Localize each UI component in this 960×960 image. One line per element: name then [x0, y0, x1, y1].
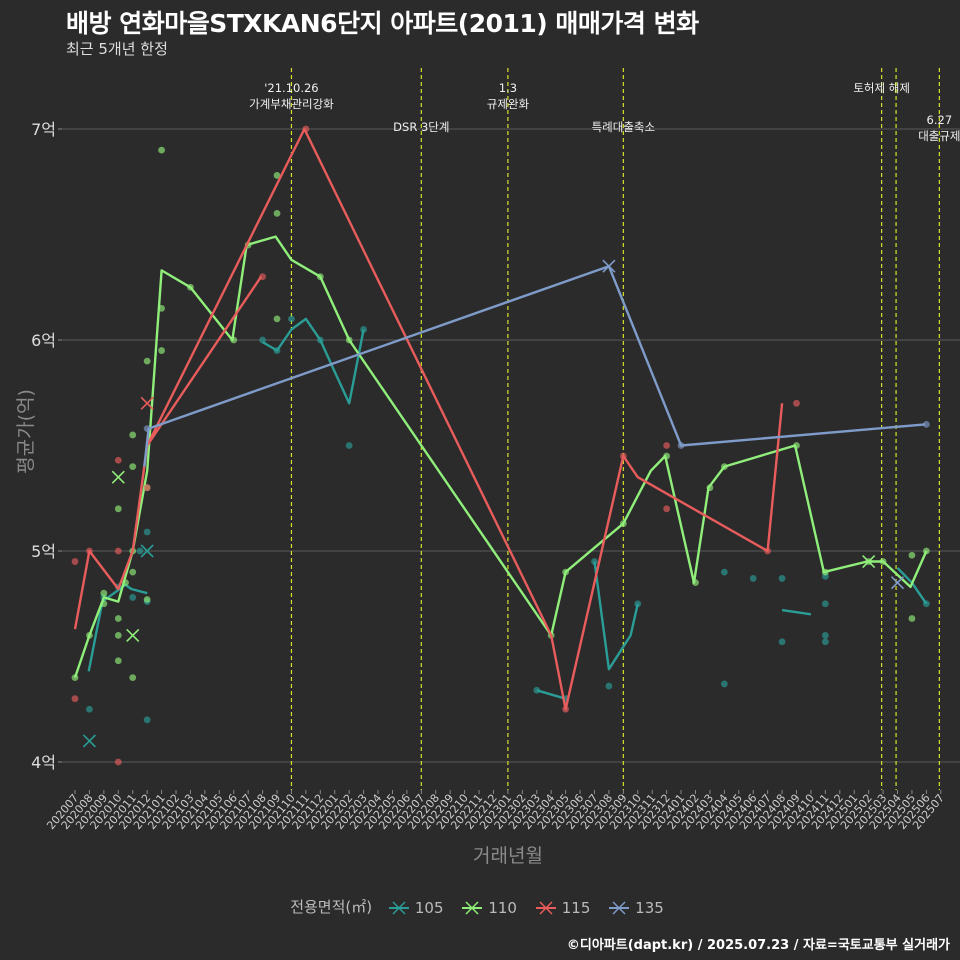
data-point-110: [114, 505, 122, 513]
data-point-110: [143, 357, 151, 365]
cross-marker-110: [111, 470, 125, 484]
cross-marker-110: [126, 628, 140, 642]
data-point-110: [114, 657, 122, 665]
data-point-105: [821, 600, 829, 608]
data-point-105: [345, 442, 353, 449]
event-annotation: 토허제 해제: [853, 81, 910, 95]
source-caption: ©디아파트(dapt.kr) / 2025.07.23 / 자료=국토교통부 실…: [566, 938, 950, 953]
legend-item-110[interactable]: 110: [460, 898, 517, 917]
cross-marker-105: [82, 734, 96, 748]
data-point-110: [143, 596, 151, 603]
data-point-105: [129, 594, 137, 601]
data-point-105: [605, 682, 613, 690]
event-annotation: 6.27: [927, 113, 953, 127]
x-axis-title: 거래년월: [473, 845, 543, 867]
event-annotation: 1.3: [499, 81, 517, 95]
cross-marker-115: [140, 396, 154, 410]
chart-subtitle: 최근 5개년 한정: [66, 40, 168, 58]
data-point-115: [114, 456, 122, 464]
legend-label: 110: [488, 898, 517, 917]
legend-item-135[interactable]: 135: [607, 898, 664, 917]
cross-marker-135: [602, 259, 616, 273]
event-annotation: 규제완화: [487, 97, 530, 111]
event-annotation: 특례대출축소: [592, 120, 655, 134]
data-point-115: [143, 484, 151, 492]
y-tick-label: 6억: [31, 331, 56, 350]
data-point-110: [100, 589, 108, 597]
event-annotation: DSR 3단계: [393, 120, 449, 134]
y-tick-label: 4억: [31, 753, 56, 772]
data-point-110: [908, 551, 916, 559]
data-point-110: [129, 431, 137, 439]
cross-marker-135: [890, 576, 905, 590]
data-point-105: [360, 326, 367, 333]
data-point-105: [288, 315, 295, 323]
event-annotation: '21.10.26: [264, 81, 318, 95]
data-point-105: [821, 638, 829, 646]
y-axis-title: 평균가(억): [14, 389, 37, 474]
y-tick-label: 5억: [31, 542, 56, 561]
legend-title: 전용면적(㎡): [290, 898, 373, 916]
data-point-110: [908, 615, 916, 622]
legend-item-105[interactable]: 105: [387, 898, 444, 917]
data-point-105: [778, 575, 786, 582]
data-point-105: [143, 528, 151, 536]
series-line-115: [73, 127, 784, 711]
data-point-105: [821, 632, 829, 639]
data-point-115: [114, 758, 122, 766]
data-point-110: [158, 347, 165, 354]
data-point-105: [86, 705, 93, 713]
data-point-115: [71, 695, 79, 703]
legend-label: 115: [561, 898, 591, 917]
data-point-115: [663, 442, 671, 449]
data-point-115: [71, 558, 79, 565]
cross-marker-105: [140, 544, 154, 558]
data-point-110: [273, 315, 281, 323]
data-point-105: [720, 568, 728, 576]
data-point-105: [136, 547, 144, 555]
legend-label: 105: [414, 898, 444, 917]
event-annotation: 대출규제: [918, 129, 960, 143]
data-point-110: [114, 632, 122, 639]
data-point-110: [129, 568, 137, 576]
data-point-110: [129, 674, 137, 681]
data-point-110: [114, 615, 122, 622]
legend-item-115[interactable]: 115: [534, 898, 591, 917]
event-annotation: 가계부채관리강화: [249, 97, 334, 111]
legend: 전용면적(㎡) 105 110 115 135: [0, 896, 960, 917]
data-point-115: [114, 547, 122, 555]
y-tick-label: 7억: [31, 120, 56, 139]
data-point-105: [143, 716, 151, 724]
data-point-110: [273, 210, 281, 217]
data-point-110: [158, 146, 165, 154]
chart-title: 배방 연화마을STXKAN6단지 아파트(2011) 매매가격 변화: [66, 9, 699, 38]
plot-panel: [62, 62, 960, 790]
data-point-105: [720, 680, 728, 688]
data-point-105: [634, 600, 642, 608]
cross-marker-110: [862, 554, 876, 569]
data-point-115: [793, 399, 800, 407]
data-point-110: [273, 172, 281, 179]
data-point-105: [778, 638, 786, 646]
data-point-105: [749, 575, 757, 582]
legend-label: 135: [635, 898, 664, 917]
data-point-110: [129, 463, 137, 470]
data-point-115: [663, 505, 671, 513]
data-point-135: [922, 421, 930, 428]
